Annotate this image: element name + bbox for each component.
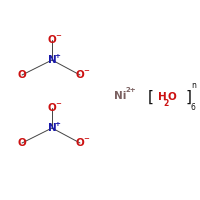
Text: 2: 2 [164, 98, 169, 108]
Text: −: − [83, 68, 89, 74]
Text: n: n [191, 81, 196, 90]
Text: N: N [48, 123, 56, 133]
Text: N: N [48, 55, 56, 65]
Text: O: O [48, 103, 56, 113]
Text: O: O [76, 70, 84, 80]
Text: 6: 6 [191, 104, 196, 112]
Text: O: O [76, 138, 84, 148]
Text: O: O [48, 35, 56, 45]
Text: H: H [158, 92, 167, 102]
Text: +: + [55, 121, 61, 127]
Text: +: + [55, 53, 61, 59]
Text: −: − [83, 136, 89, 142]
Text: O: O [167, 92, 176, 102]
Text: ]: ] [186, 90, 192, 104]
Text: O: O [18, 138, 26, 148]
Text: −: − [55, 101, 61, 107]
Text: O: O [18, 70, 26, 80]
Text: Ni: Ni [114, 91, 126, 101]
Text: −: − [55, 33, 61, 39]
Text: 2+: 2+ [126, 87, 136, 93]
Text: [: [ [148, 90, 154, 104]
